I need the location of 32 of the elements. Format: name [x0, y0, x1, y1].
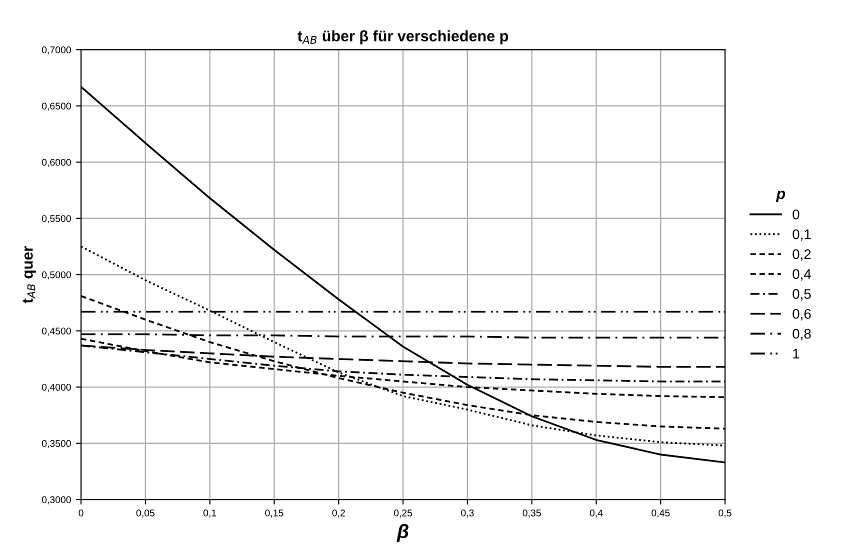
x-tick-label: 0,1 — [203, 510, 216, 518]
x-tick-label: 0,3 — [461, 510, 474, 518]
x-tick-label: 0,05 — [136, 510, 154, 518]
y-tick-label: 0,5000 — [42, 271, 71, 280]
y-axis-title: t$_{AB}$ quer — [22, 246, 36, 304]
x-tick-label: 0,15 — [265, 510, 284, 518]
y-tick-label: 0,4000 — [42, 384, 71, 392]
y-tick-label: 0,6000 — [42, 158, 71, 167]
y-tick-label: 0,5500 — [42, 215, 71, 224]
legend-label: 0,6 — [792, 308, 811, 320]
legend-label: 1 — [793, 348, 800, 358]
x-tick-label: 0,45 — [652, 510, 670, 518]
legend-label: 0,8 — [792, 328, 811, 340]
legend-label: 0 — [792, 209, 800, 220]
legend-label: 0,2 — [792, 249, 811, 261]
legend-label: 0,5 — [792, 289, 811, 301]
legend-label: 0,1 — [792, 229, 811, 241]
y-tick-label: 0,6500 — [42, 102, 71, 111]
y-tick-label: 0,3500 — [42, 440, 71, 448]
y-tick-label: 0,7000 — [42, 46, 71, 54]
y-tick-label: 0,4500 — [42, 328, 71, 336]
chart-title: t$_{AB}$ über β für verschiedene p — [298, 30, 508, 44]
x-axis-title: β — [396, 524, 408, 542]
x-tick-label: 0,2 — [332, 510, 345, 518]
y-tick-label: 0,3000 — [42, 496, 71, 504]
x-tick-label: 0 — [78, 510, 84, 516]
x-tick-label: 0,4 — [590, 510, 603, 518]
x-tick-label: 0,5 — [718, 510, 732, 518]
legend-title: p — [776, 190, 786, 202]
x-tick-label: 0,25 — [394, 510, 412, 518]
x-tick-label: 0,35 — [522, 510, 541, 518]
legend-label: 0,4 — [792, 269, 811, 281]
